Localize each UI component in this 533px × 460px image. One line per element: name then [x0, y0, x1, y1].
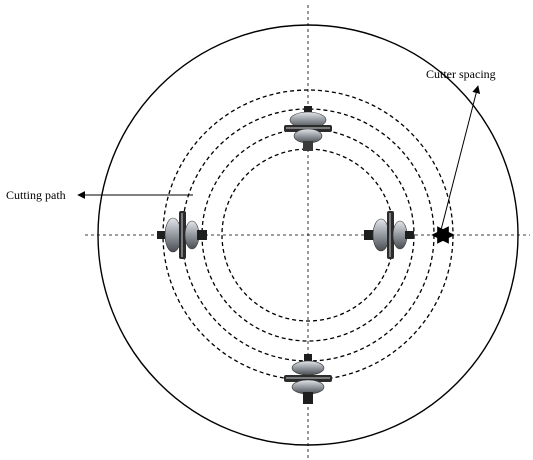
cutter-bottom: [284, 354, 332, 404]
cutter-right: [364, 211, 414, 259]
cutter-spacing-pointer: [440, 85, 481, 231]
cutterhead-outline: [97, 24, 519, 446]
cutter-top: [284, 106, 332, 151]
cutter-left: [157, 211, 207, 259]
cutter-spacing-label: Cutter spacing: [426, 67, 496, 81]
cutting-path-label: Cutting path: [6, 188, 66, 202]
